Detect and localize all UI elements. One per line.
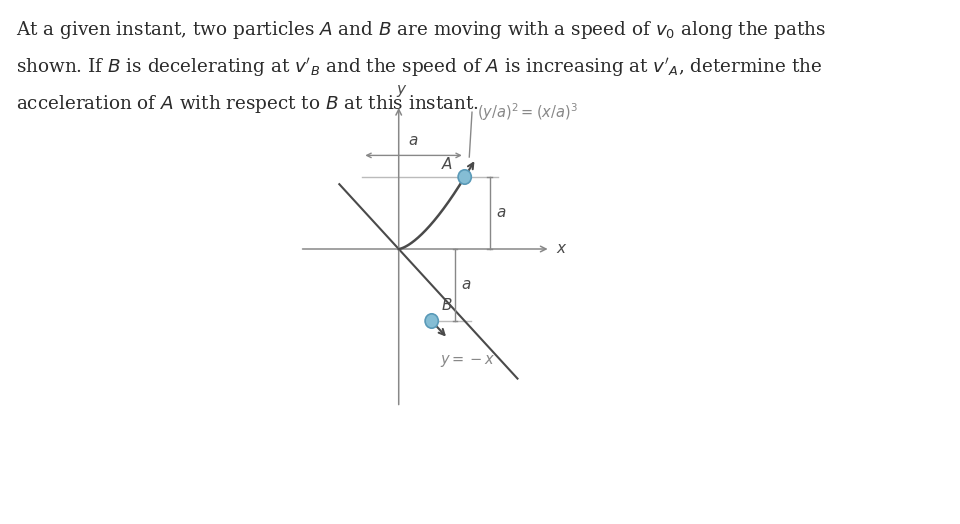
Text: $x$: $x$ [556,242,567,256]
Circle shape [425,314,439,328]
Text: $a$: $a$ [461,278,471,292]
Text: acceleration of $A$ with respect to $B$ at this instant.: acceleration of $A$ with respect to $B$ … [16,93,480,115]
Text: At a given instant, two particles $A$ and $B$ are moving with a speed of $v_0$ a: At a given instant, two particles $A$ an… [16,19,827,41]
Text: $y = -x$: $y = -x$ [440,353,496,368]
Text: $y$: $y$ [396,83,407,99]
Text: shown. If $B$ is decelerating at $v'_B$ and the speed of $A$ is increasing at $v: shown. If $B$ is decelerating at $v'_B$ … [16,56,823,79]
Text: $(y/a)^2 = (x/a)^3$: $(y/a)^2 = (x/a)^3$ [476,101,577,123]
Text: $a$: $a$ [496,206,507,220]
Text: $a$: $a$ [408,134,419,148]
Text: $B$: $B$ [441,297,452,313]
Circle shape [458,170,471,184]
Text: $A$: $A$ [441,156,453,172]
